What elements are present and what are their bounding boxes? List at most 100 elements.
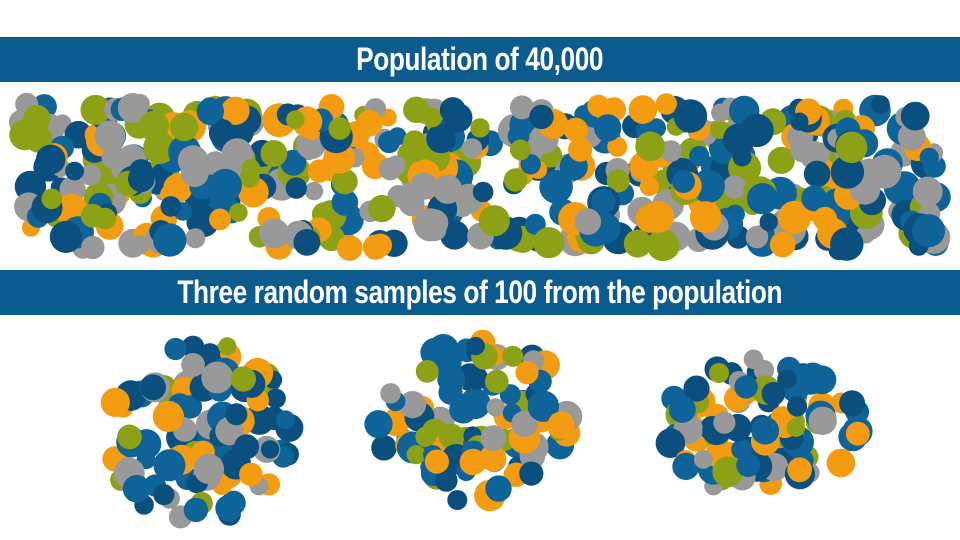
population-dot bbox=[919, 147, 939, 167]
population-dot bbox=[378, 157, 402, 181]
population-dot bbox=[117, 93, 148, 123]
sample-dot bbox=[786, 418, 806, 437]
population-dot bbox=[635, 131, 666, 162]
sample-dot bbox=[438, 423, 465, 450]
population-dot bbox=[356, 109, 383, 137]
population-dot bbox=[433, 174, 463, 204]
sample-dot bbox=[122, 475, 151, 503]
population-dot bbox=[336, 235, 363, 261]
sample-dot bbox=[193, 453, 224, 484]
population-dot bbox=[478, 205, 510, 237]
population-dot bbox=[213, 119, 234, 139]
population-dot bbox=[533, 227, 565, 259]
sample-dot bbox=[364, 410, 393, 439]
sample-cluster-2 bbox=[364, 329, 583, 512]
population-dot bbox=[740, 113, 774, 148]
population-dot bbox=[439, 97, 466, 124]
population-dot bbox=[49, 220, 82, 253]
sample-dot bbox=[480, 425, 507, 451]
population-dot bbox=[655, 93, 678, 115]
sample-cluster-1 bbox=[100, 335, 304, 529]
sample-dot bbox=[751, 416, 780, 445]
sample-dot bbox=[668, 395, 696, 423]
population-dot bbox=[285, 177, 307, 199]
population-dot bbox=[912, 176, 943, 207]
sample-dot bbox=[117, 424, 142, 450]
population-dot bbox=[81, 235, 105, 260]
sample-dot bbox=[672, 452, 700, 480]
population-dot bbox=[41, 188, 62, 210]
sample-dot bbox=[420, 337, 450, 368]
sample-dot bbox=[234, 434, 260, 460]
population-dot bbox=[101, 147, 124, 169]
population-dot bbox=[639, 176, 660, 197]
population-dot bbox=[331, 168, 358, 195]
population-dot bbox=[286, 110, 305, 129]
population-dot bbox=[23, 104, 51, 133]
sample-dot bbox=[406, 445, 426, 465]
sample-dot bbox=[693, 450, 713, 469]
population-dot bbox=[170, 112, 199, 142]
population-dot bbox=[830, 227, 864, 261]
sample-dot bbox=[140, 374, 167, 401]
population-dot bbox=[767, 146, 795, 174]
population-dot bbox=[362, 234, 389, 260]
sample-dot bbox=[511, 410, 538, 438]
sample-dot bbox=[502, 345, 524, 367]
sample-dot bbox=[215, 494, 242, 522]
population-dot bbox=[568, 137, 593, 162]
sample-dot bbox=[153, 484, 175, 506]
population-dot bbox=[398, 190, 425, 217]
population-dot bbox=[539, 170, 573, 204]
sample-dot bbox=[839, 390, 866, 417]
sample-dot bbox=[380, 383, 401, 404]
sample-dot bbox=[736, 453, 761, 478]
sample-dot bbox=[260, 440, 280, 459]
population-dot bbox=[138, 110, 169, 142]
population-dot bbox=[709, 120, 729, 139]
population-dot bbox=[607, 136, 628, 157]
sample-dot bbox=[415, 426, 437, 448]
sample-dot bbox=[447, 490, 468, 510]
population-dot bbox=[221, 96, 250, 126]
population-dot bbox=[241, 159, 261, 178]
population-dot bbox=[260, 140, 288, 167]
population-dot bbox=[672, 170, 695, 193]
population-dot bbox=[403, 130, 427, 154]
population-dot bbox=[812, 206, 838, 231]
sample-dot bbox=[466, 336, 485, 356]
sample-cluster-3 bbox=[655, 349, 873, 496]
sample-dot bbox=[713, 411, 736, 434]
population-dot bbox=[529, 104, 554, 130]
population-dot bbox=[759, 212, 778, 232]
sample-dot bbox=[787, 457, 812, 483]
sample-dot bbox=[794, 363, 826, 395]
sample-dot bbox=[485, 475, 512, 502]
population-dot bbox=[911, 214, 946, 248]
population-dot bbox=[229, 203, 248, 222]
population-dot bbox=[689, 201, 722, 234]
population-dot bbox=[830, 155, 865, 189]
population-dot bbox=[181, 155, 210, 184]
population-dot bbox=[130, 235, 150, 255]
sample-dot bbox=[225, 403, 248, 426]
sample-dot bbox=[183, 497, 209, 523]
sample-dot bbox=[486, 398, 505, 417]
sample-dot bbox=[100, 387, 130, 417]
population-title: Population of 40,000 bbox=[356, 41, 604, 77]
population-dot bbox=[293, 229, 321, 256]
population-dot bbox=[94, 207, 117, 230]
population-dot bbox=[331, 189, 359, 216]
population-dot bbox=[378, 131, 401, 154]
sample-dot bbox=[464, 366, 489, 390]
population-dot bbox=[778, 200, 812, 234]
population-dot bbox=[591, 188, 616, 214]
population-dot bbox=[623, 229, 652, 258]
sample-dot bbox=[415, 360, 439, 383]
sample-dot bbox=[153, 449, 186, 482]
population-dot bbox=[127, 165, 155, 193]
population-dot bbox=[259, 218, 290, 249]
population-dot bbox=[867, 154, 902, 189]
population-dot bbox=[574, 208, 602, 235]
